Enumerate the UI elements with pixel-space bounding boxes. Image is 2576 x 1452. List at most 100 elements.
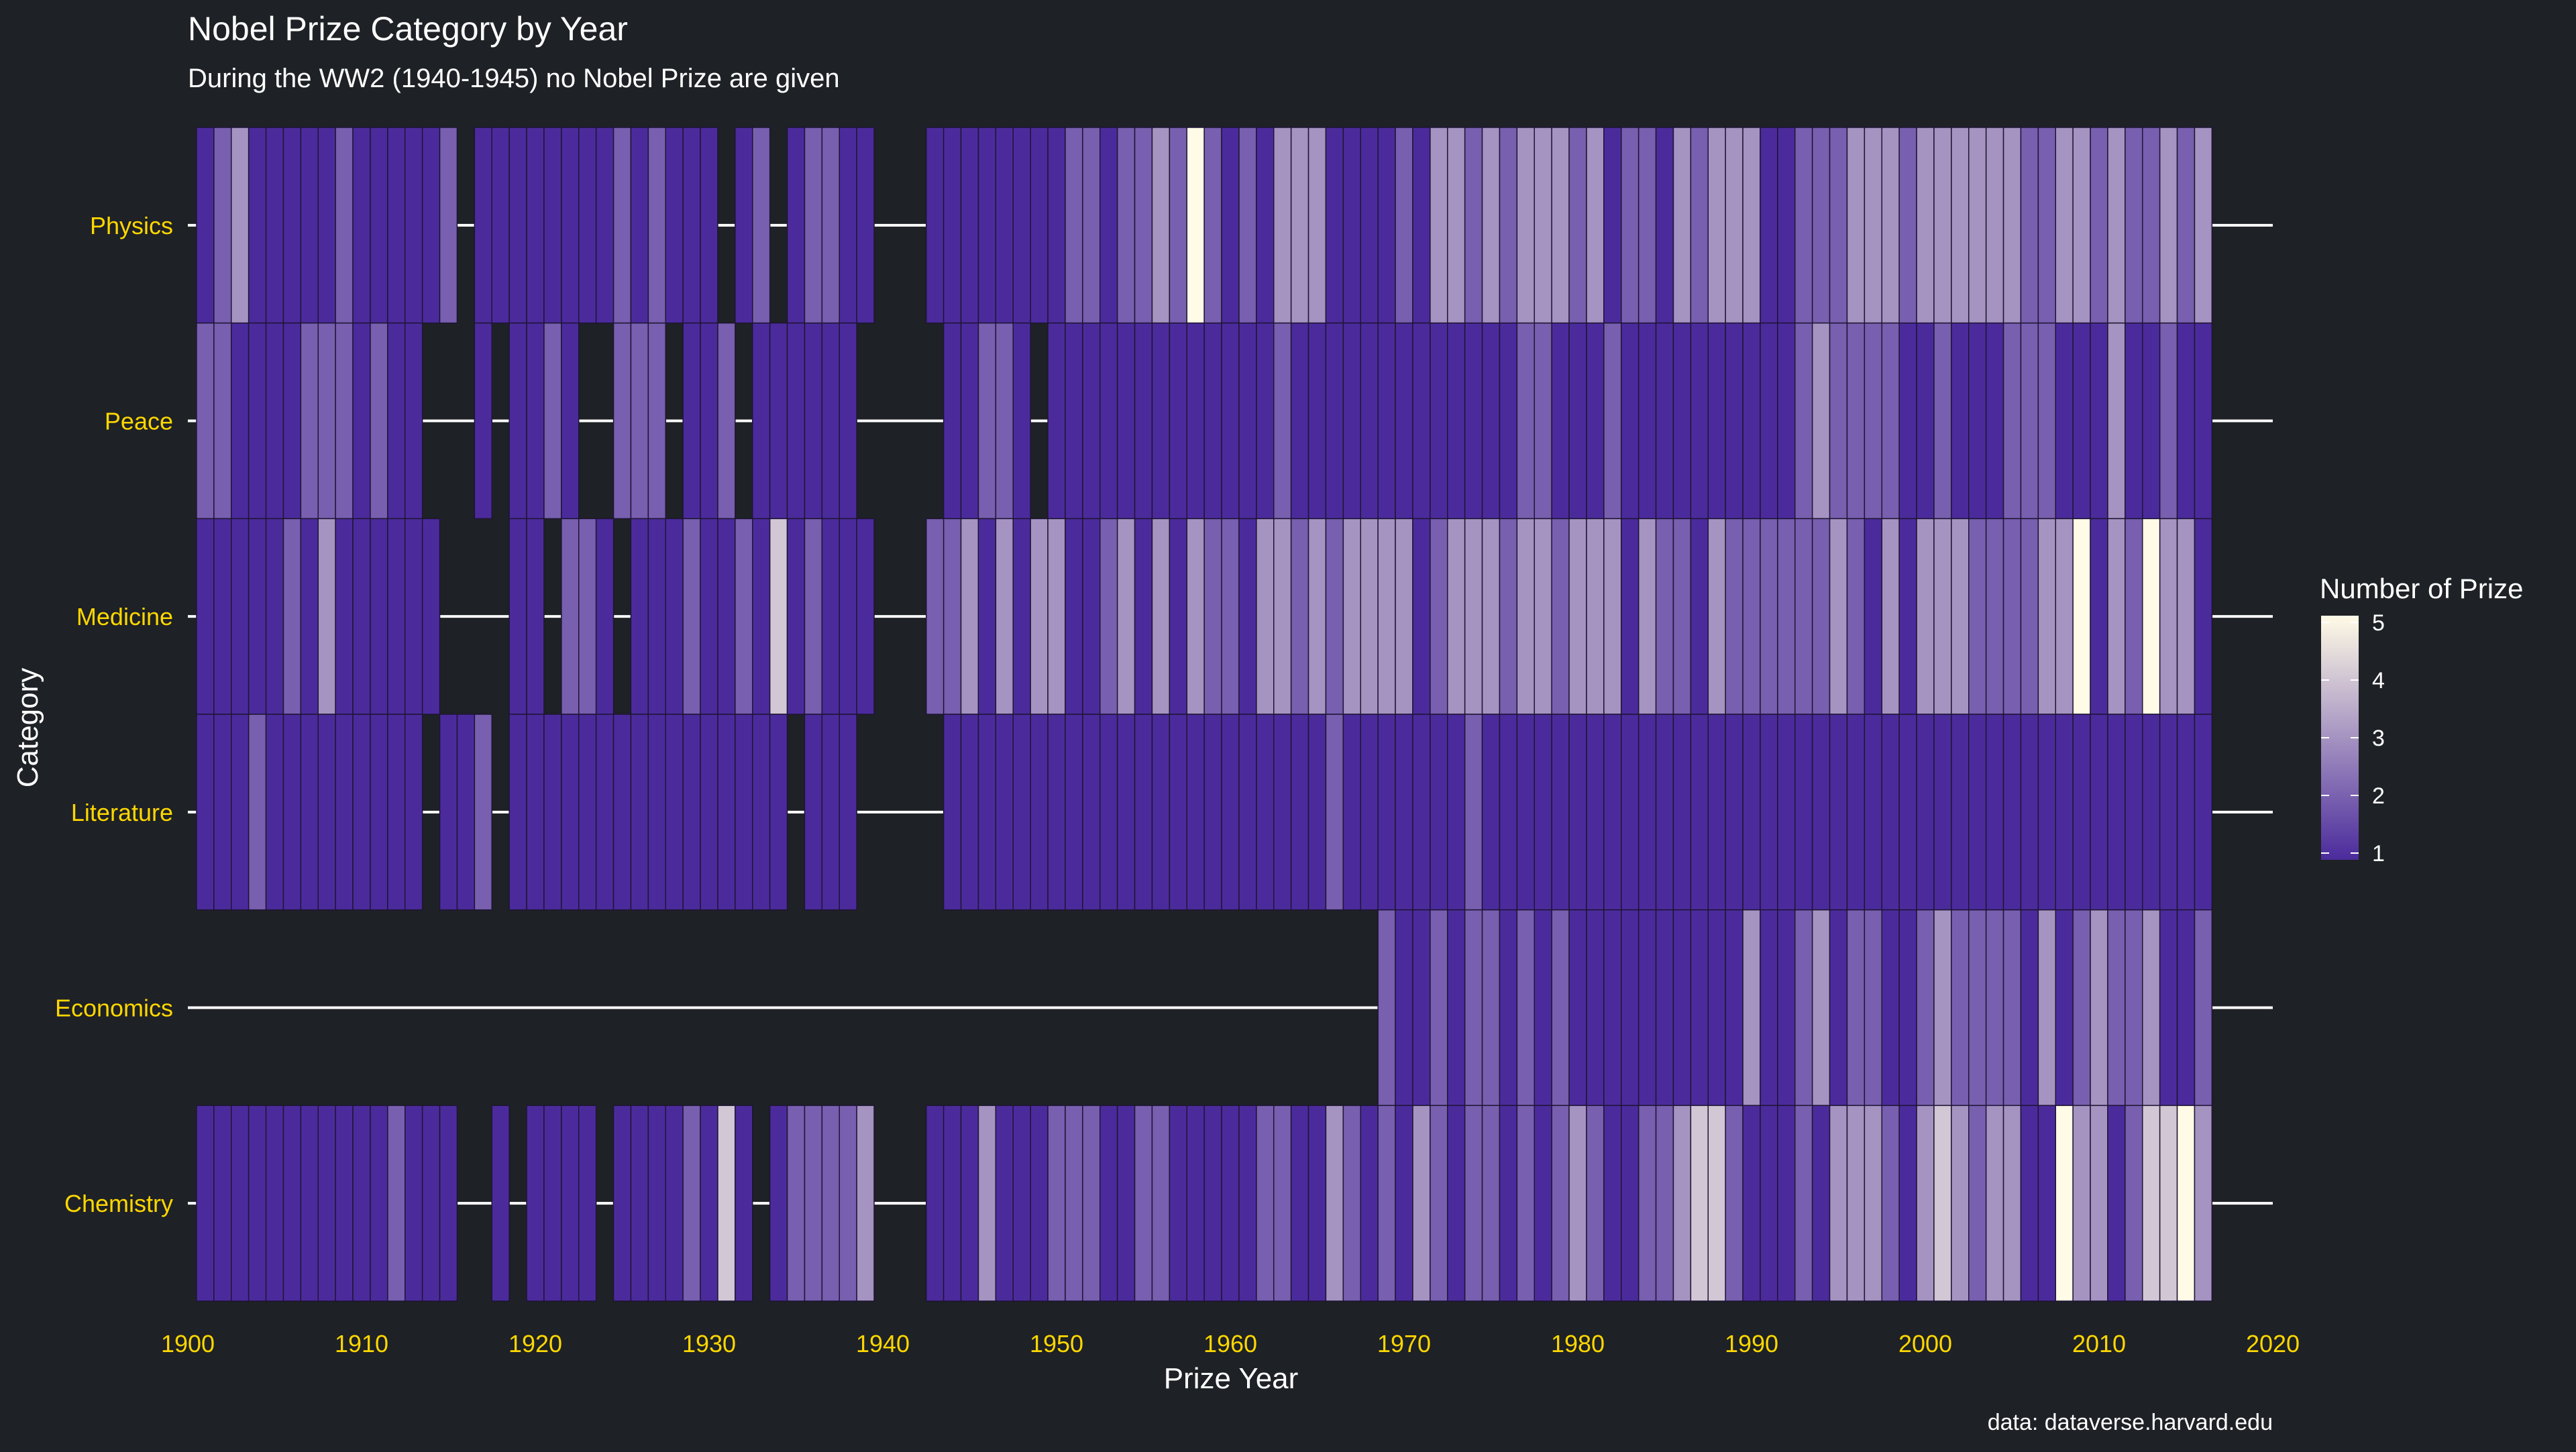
heatmap-tile: [612, 322, 632, 520]
heatmap-tile: [282, 714, 302, 911]
heatmap-tile: [1221, 714, 1240, 911]
heatmap-tile: [439, 714, 458, 911]
heatmap-tile: [1707, 909, 1726, 1107]
heatmap-tile: [839, 322, 857, 520]
heatmap-tile: [977, 518, 997, 715]
heatmap-tile: [1707, 518, 1726, 715]
heatmap-tile: [2159, 909, 2178, 1107]
heatmap-tile: [1534, 127, 1552, 324]
heatmap-tile: [1864, 1105, 1883, 1302]
heatmap-tile: [1169, 127, 1187, 324]
heatmap-tile: [1430, 322, 1448, 520]
heatmap-tile: [786, 322, 806, 520]
heatmap-tile: [1811, 518, 1831, 715]
x-tick-label: 2010: [2072, 1330, 2126, 1357]
heatmap-tile: [2072, 322, 2091, 520]
heatmap-tile: [335, 518, 354, 715]
heatmap-tile: [1238, 714, 1257, 911]
heatmap-tile: [1655, 714, 1674, 911]
heatmap-tile: [1672, 518, 1692, 715]
heatmap-tile: [317, 322, 336, 520]
heatmap-tile: [1725, 714, 1743, 911]
heatmap-tile: [1864, 518, 1883, 715]
heatmap-tile: [839, 1105, 857, 1302]
heatmap-tile: [1169, 518, 1187, 715]
heatmap-tile: [387, 714, 406, 911]
heatmap-tile: [960, 518, 979, 715]
heatmap-tile: [821, 518, 840, 715]
heatmap-tile: [1307, 518, 1327, 715]
heatmap-tile: [1794, 714, 1813, 911]
heatmap-tile: [1377, 127, 1396, 324]
heatmap-tile: [248, 1105, 267, 1302]
heatmap-tile: [405, 322, 423, 520]
heatmap-tile: [1447, 127, 1466, 324]
heatmap-tile: [977, 714, 997, 911]
x-tick-label: 2020: [2246, 1330, 2300, 1357]
heatmap-tile: [2072, 127, 2091, 324]
heatmap-tile: [2159, 714, 2178, 911]
heatmap-tile: [1760, 714, 1778, 911]
heatmap-tile: [821, 1105, 840, 1302]
heatmap-tile: [1794, 127, 1813, 324]
heatmap-tile: [1534, 1105, 1552, 1302]
x-tick-label: 1990: [1725, 1330, 1778, 1357]
heatmap-tile: [2037, 518, 2057, 715]
heatmap-tile: [1325, 714, 1344, 911]
heatmap-tile: [1568, 1105, 1587, 1302]
heatmap-tile: [926, 1105, 945, 1302]
heatmap-tile: [1464, 518, 1483, 715]
heatmap-tile: [1811, 909, 1831, 1107]
x-tick-label: 1940: [856, 1330, 910, 1357]
heatmap-tile: [1516, 322, 1536, 520]
heatmap-tile: [995, 714, 1014, 911]
heatmap-tile: [1985, 714, 2004, 911]
heatmap-tile: [1898, 127, 1917, 324]
heatmap-tile: [421, 127, 441, 324]
heatmap-tile: [995, 518, 1014, 715]
heatmap-tile: [1012, 322, 1031, 520]
heatmap-tile: [2125, 322, 2143, 520]
heatmap-tile: [1742, 518, 1761, 715]
heatmap-tile: [1621, 322, 1640, 520]
heatmap-tile: [1082, 1105, 1101, 1302]
heatmap-tile: [508, 127, 527, 324]
chart-subtitle: During the WW2 (1940-1945) no Nobel Priz…: [188, 64, 840, 93]
heatmap-tile: [2020, 714, 2039, 911]
heatmap-tile: [1829, 518, 1848, 715]
heatmap-tile: [2037, 1105, 2057, 1302]
heatmap-tile: [1169, 714, 1187, 911]
heatmap-tile: [804, 322, 823, 520]
heatmap-tile: [1551, 1105, 1570, 1302]
heatmap-tile: [2125, 909, 2143, 1107]
heatmap-tile: [1655, 518, 1674, 715]
y-tick-label: Physics: [90, 212, 173, 239]
heatmap-tile: [1672, 714, 1692, 911]
heatmap-tile: [682, 714, 701, 911]
heatmap-tile: [387, 127, 406, 324]
heatmap-tile: [1951, 1105, 1970, 1302]
heatmap-tile: [1690, 714, 1709, 911]
heatmap-tile: [335, 1105, 354, 1302]
heatmap-tile: [2107, 909, 2126, 1107]
heatmap-tile: [352, 1105, 371, 1302]
heatmap-tile: [1186, 322, 1205, 520]
heatmap-tile: [1829, 1105, 1848, 1302]
heatmap-tile: [1134, 1105, 1153, 1302]
heatmap-tile: [1221, 1105, 1240, 1302]
heatmap-tile: [1881, 909, 1900, 1107]
heatmap-tile: [1134, 518, 1153, 715]
heatmap-tile: [2159, 127, 2178, 324]
heatmap-tile: [282, 1105, 302, 1302]
heatmap-tile: [1881, 518, 1900, 715]
heatmap-tile: [1534, 714, 1552, 911]
x-tick-label: 1970: [1377, 1330, 1431, 1357]
heatmap-tile: [508, 518, 527, 715]
x-tick-label: 1910: [335, 1330, 388, 1357]
heatmap-tile: [1621, 518, 1640, 715]
heatmap-tile: [1638, 714, 1657, 911]
legend-ticks: 1 2 3 4 5: [2321, 610, 2385, 867]
heatmap-tile: [543, 322, 562, 520]
heatmap-tile: [2176, 714, 2196, 911]
heatmap-tile: [1342, 322, 1361, 520]
